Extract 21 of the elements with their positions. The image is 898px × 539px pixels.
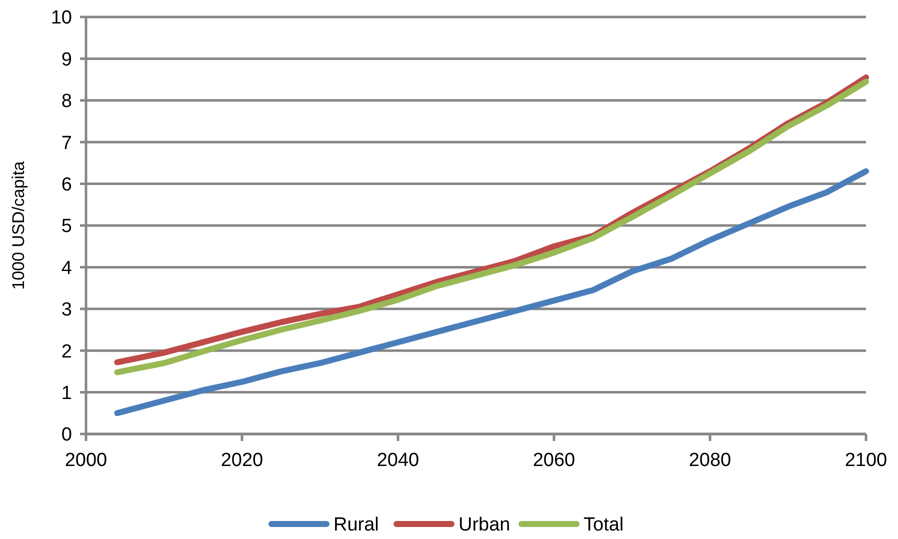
x-tick-label: 2060 [532, 450, 576, 471]
y-tick-label: 0 [61, 424, 72, 446]
y-tick-label: 1 [61, 382, 72, 404]
y-tick-label: 3 [61, 300, 72, 321]
legend-label: Total [584, 514, 624, 536]
x-tick-label: 2020 [220, 450, 264, 471]
y-tick-label: 7 [61, 132, 72, 154]
legend-label: Urban [458, 514, 510, 536]
y-tick-label: 8 [61, 91, 72, 112]
x-tick-label: 2100 [844, 450, 888, 471]
y-axis-title: 1000 USD/capita [9, 160, 28, 290]
y-tick-label: 6 [61, 174, 72, 196]
y-tick-label: 4 [61, 258, 72, 279]
y-tick-label: 9 [61, 49, 72, 70]
y-tick-label: 10 [50, 8, 72, 29]
y-tick-label: 5 [61, 216, 72, 238]
x-tick-label: 2040 [376, 450, 420, 471]
x-tick-label: 2000 [64, 450, 108, 471]
y-tick-label: 2 [61, 341, 72, 362]
x-tick-label: 2080 [688, 450, 732, 471]
legend-label: Rural [334, 514, 379, 536]
